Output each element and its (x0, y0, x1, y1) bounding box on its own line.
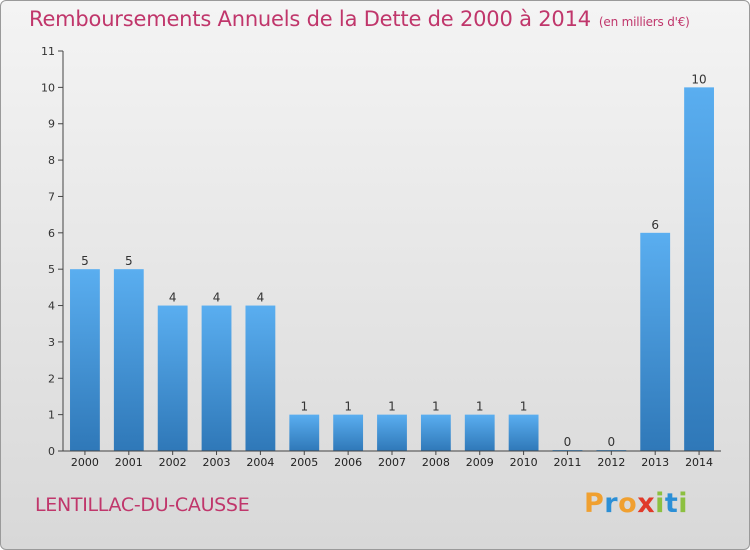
x-tick-label: 2000 (71, 456, 99, 469)
brand-letter: i (655, 488, 665, 519)
y-tick-label: 11 (41, 45, 55, 58)
y-tick-label: 3 (48, 336, 55, 349)
chart-title: Remboursements Annuels de la Dette de 20… (29, 7, 690, 31)
data-label: 1 (344, 400, 352, 414)
y-tick-label: 6 (48, 227, 55, 240)
brand-letter: t (664, 488, 679, 519)
x-tick-label: 2008 (422, 456, 450, 469)
data-label: 1 (432, 400, 440, 414)
brand-letter: i (678, 488, 689, 519)
x-tick-label: 2005 (290, 456, 318, 469)
data-label: 1 (388, 400, 396, 414)
y-tick-label: 4 (48, 300, 55, 313)
brand-letter: P (584, 488, 605, 519)
bar (508, 414, 539, 451)
x-tick-label: 2011 (553, 456, 581, 469)
x-tick-label: 2002 (159, 456, 187, 469)
bar (289, 414, 320, 451)
data-label: 4 (169, 291, 177, 305)
data-label: 4 (213, 291, 221, 305)
y-tick-label: 9 (48, 118, 55, 131)
bar (420, 414, 451, 451)
bar (70, 269, 100, 451)
x-tick-label: 2013 (641, 456, 669, 469)
y-tick-label: 8 (48, 154, 55, 167)
data-label: 0 (608, 435, 616, 449)
bar (464, 414, 495, 451)
bar (113, 269, 144, 451)
brand-letter: x (637, 488, 656, 519)
commune-name: LENTILLAC-DU-CAUSSE (35, 494, 250, 516)
data-label: 0 (564, 435, 572, 449)
data-label: 1 (300, 400, 308, 414)
data-label: 4 (257, 291, 265, 305)
chart-subtitle: (en milliers d'€) (598, 15, 690, 29)
chart-title-text: Remboursements Annuels de la Dette de 20… (29, 7, 591, 31)
x-tick-label: 2003 (203, 456, 231, 469)
data-label: 5 (81, 254, 89, 268)
x-tick-label: 2014 (685, 456, 713, 469)
y-tick-label: 7 (48, 190, 55, 203)
brand-logo: Proxiti (584, 488, 688, 519)
y-tick-label: 0 (48, 445, 55, 458)
data-label: 6 (651, 218, 659, 232)
x-tick-label: 2006 (334, 456, 362, 469)
x-tick-label: 2009 (466, 456, 494, 469)
x-tick-label: 2012 (597, 456, 625, 469)
bar (201, 305, 232, 451)
bar (640, 232, 671, 451)
data-label: 10 (691, 72, 706, 86)
data-label: 1 (520, 400, 528, 414)
y-tick-label: 1 (48, 409, 55, 422)
y-tick-label: 10 (41, 81, 55, 94)
x-tick-label: 2007 (378, 456, 406, 469)
data-label: 5 (125, 254, 133, 268)
bar (684, 87, 714, 451)
x-tick-label: 2001 (115, 456, 143, 469)
brand-letter: r (604, 488, 619, 519)
y-tick-label: 2 (48, 372, 55, 385)
x-tick-label: 2010 (510, 456, 538, 469)
bar (333, 414, 364, 451)
x-tick-label: 2004 (246, 456, 274, 469)
bar (245, 305, 276, 451)
y-tick-label: 5 (48, 263, 55, 276)
bar (157, 305, 188, 451)
brand-letter: o (618, 488, 638, 519)
bar (377, 414, 407, 451)
data-label: 1 (476, 400, 484, 414)
